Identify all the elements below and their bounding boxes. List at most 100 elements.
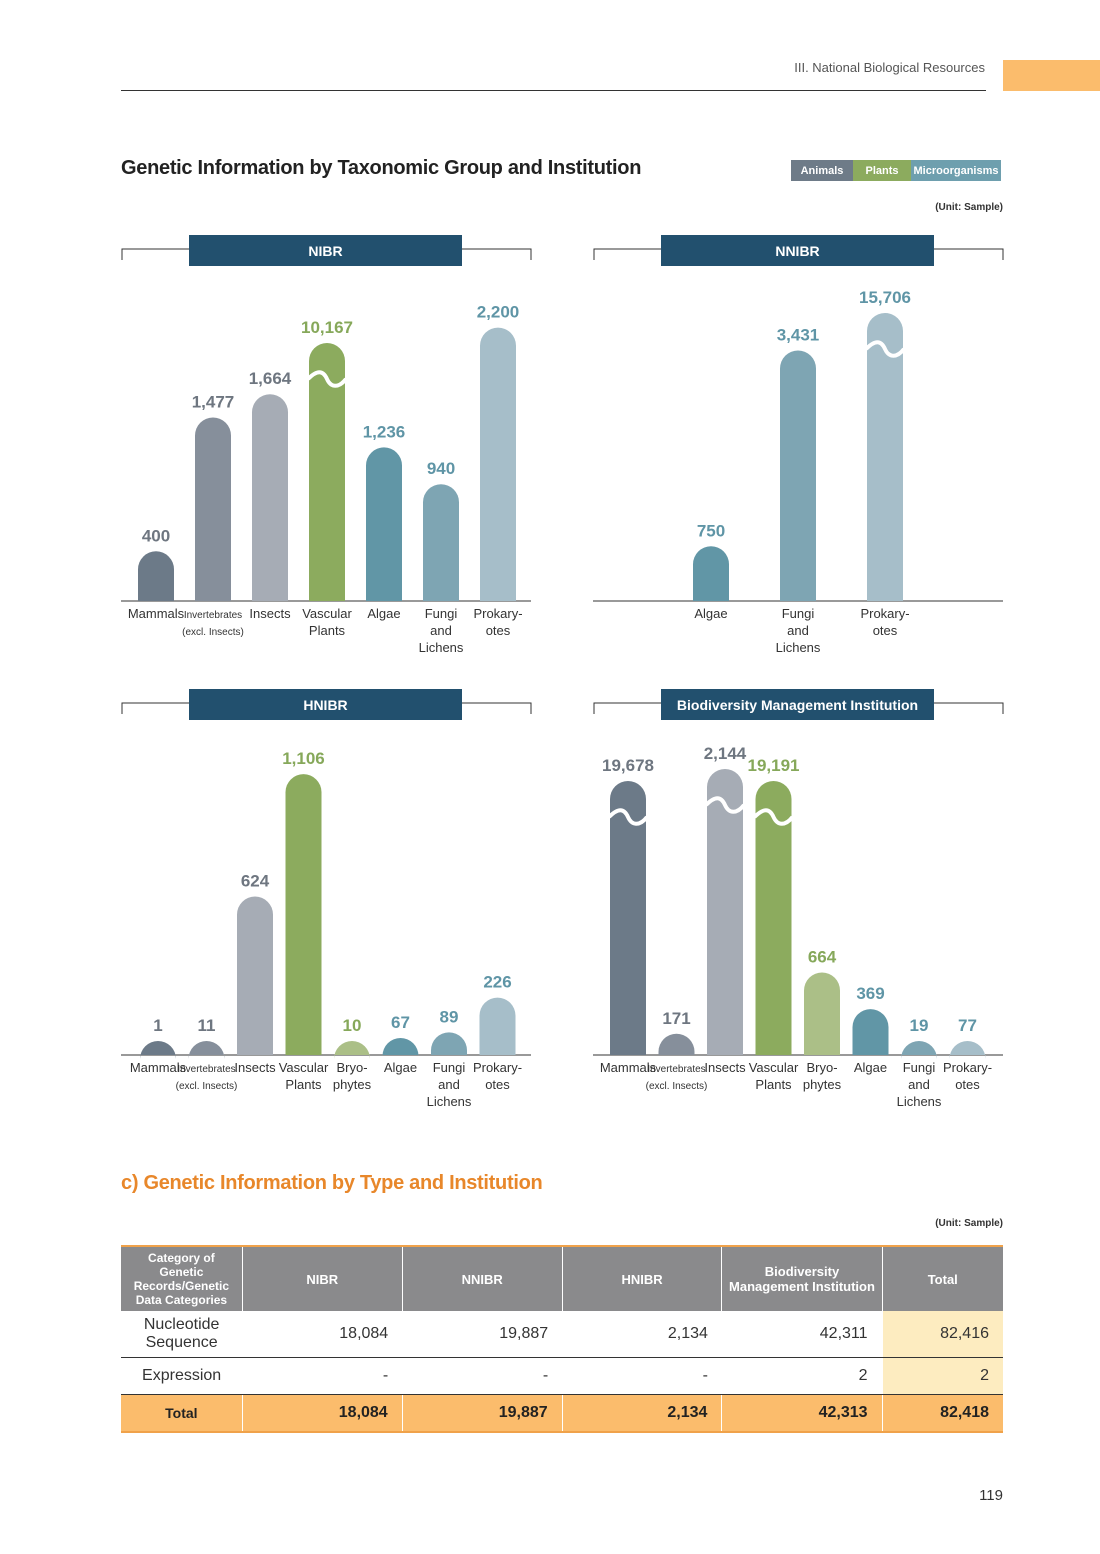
bar: [804, 972, 840, 1055]
bar: [867, 313, 903, 601]
bar: [852, 1009, 889, 1055]
bar: [658, 1033, 695, 1055]
col-header-nnibr: NNIBR: [401, 1246, 563, 1311]
panel-title: NNIBR: [775, 243, 819, 259]
category-label: Plants: [755, 1077, 792, 1092]
panel-title-band: [189, 689, 462, 720]
header-section-title: III. National Biological Resources: [794, 60, 985, 75]
bar: [188, 1041, 225, 1059]
category-label: Vascular: [302, 606, 352, 621]
chart-section-title: Genetic Information by Taxonomic Group a…: [121, 157, 642, 179]
bar: [195, 417, 231, 601]
category-label: Algae: [694, 606, 727, 621]
data-label: 171: [662, 1009, 690, 1028]
data-label: 1,664: [249, 369, 292, 388]
table-row: Nucleotide Sequence 18,084 19,887 2,134 …: [121, 1311, 1003, 1358]
category-label: Prokary-: [860, 606, 909, 621]
data-label: 940: [427, 459, 455, 478]
table-row: Expression - - - 2 2: [121, 1357, 1003, 1395]
category-label: Fungi: [782, 606, 815, 621]
unit-label-table: (Unit: Sample): [935, 1218, 1003, 1229]
bar: [780, 350, 816, 601]
bar: [755, 781, 792, 1055]
table-cell: 19,887: [402, 1311, 563, 1358]
table-cell: -: [402, 1357, 563, 1395]
category-label: Prokary-: [473, 1060, 522, 1075]
table-cell: 2,134: [561, 1394, 722, 1433]
table-section-title: c) Genetic Information by Type and Insti…: [121, 1172, 543, 1194]
legend-plants: Plants: [853, 160, 911, 181]
category-label: otes: [485, 1077, 510, 1092]
category-label: Prokary-: [473, 606, 522, 621]
category-label: Mammals: [128, 606, 185, 621]
panel-title: Biodiversity Management Institution: [677, 697, 918, 713]
category-label: Invertebrates: [647, 1064, 705, 1075]
table-cell: -: [242, 1357, 403, 1395]
panel-frame: [121, 248, 532, 260]
header-tab-marker: [1003, 60, 1100, 91]
category-label: Lichens: [427, 1094, 472, 1109]
data-label: 19,191: [748, 756, 800, 775]
legend-animals: Animals: [791, 160, 853, 181]
category-label: and: [430, 623, 452, 638]
category-label: and: [908, 1077, 930, 1092]
category-label: Mammals: [600, 1060, 657, 1075]
genetic-info-table: Category of Genetic Records/Genetic Data…: [121, 1245, 1003, 1433]
table-cell: 18,084: [241, 1394, 403, 1433]
category-label: Fungi: [433, 1060, 466, 1075]
bar: [138, 551, 174, 601]
unit-label-charts: (Unit: Sample): [935, 202, 1003, 213]
data-label: 77: [958, 1016, 977, 1035]
bar: [285, 774, 322, 1055]
header-rule: [121, 90, 986, 91]
data-label: 1: [153, 1016, 162, 1035]
legend-microorganisms: Microorganisms: [911, 160, 1001, 181]
category-label: (excl. Insects): [176, 1081, 238, 1092]
category-label: Algae: [854, 1060, 887, 1075]
data-label: 369: [856, 984, 884, 1003]
data-label: 2,144: [704, 744, 747, 763]
category-label: Plants: [285, 1077, 322, 1092]
axis-break-mark: [704, 796, 746, 814]
category-label: phytes: [803, 1077, 842, 1092]
bar: [252, 394, 288, 601]
category-label: Vascular: [749, 1060, 799, 1075]
data-label: 10,167: [301, 318, 353, 337]
legend: Animals Plants Microorganisms: [791, 160, 1001, 181]
data-label: 67: [391, 1013, 410, 1032]
col-header-hnibr: HNIBR: [561, 1246, 722, 1311]
data-label: 3,431: [777, 326, 820, 345]
data-label: 750: [697, 521, 725, 540]
page-number: 119: [979, 1487, 1003, 1504]
category-label: Prokary-: [943, 1060, 992, 1075]
data-label: 15,706: [859, 288, 911, 307]
table-cell: 2: [721, 1357, 883, 1395]
bar: [693, 546, 729, 601]
axis-break-mark: [864, 340, 906, 358]
col-header-category: Category of Genetic Records/Genetic Data…: [121, 1246, 243, 1311]
panel-title-band: [189, 235, 462, 266]
category-label: and: [438, 1077, 460, 1092]
bar: [901, 1041, 937, 1059]
data-label: 10: [343, 1016, 362, 1035]
axis-break-mark: [753, 808, 795, 826]
category-label: otes: [955, 1077, 980, 1092]
chart-panel-bmi: Biodiversity Management Institution 19,67…: [593, 689, 1004, 1109]
data-label: 19,678: [602, 756, 654, 775]
bar: [707, 769, 743, 1055]
data-label: 664: [808, 947, 837, 966]
category-label: Vascular: [279, 1060, 329, 1075]
panel-title: HNIBR: [303, 697, 347, 713]
col-header-bmi: Biodiversity Management Institution: [721, 1246, 883, 1311]
table-cell: 18,084: [242, 1311, 403, 1358]
table-cell: 42,313: [721, 1394, 883, 1433]
data-label: 89: [440, 1007, 459, 1026]
category-label: Lichens: [419, 640, 464, 655]
category-label: and: [787, 623, 809, 638]
data-label: 2,200: [477, 303, 520, 322]
chart-panel-nnibr: NNIBR 750 Algae 3,431 Fungi and Lichens 15,706 P…: [593, 235, 1004, 655]
col-header-total: Total: [881, 1246, 1003, 1311]
data-label: 226: [483, 973, 511, 992]
category-label: Fungi: [425, 606, 458, 621]
table-cell: 2,134: [562, 1311, 722, 1358]
